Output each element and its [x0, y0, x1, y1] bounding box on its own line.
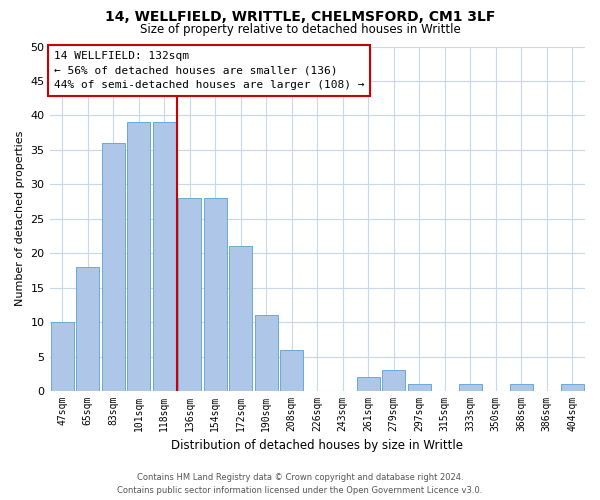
X-axis label: Distribution of detached houses by size in Writtle: Distribution of detached houses by size … [171, 440, 463, 452]
Bar [357, 378, 380, 391]
Bar [204, 198, 227, 391]
Bar [178, 198, 201, 391]
Bar [229, 246, 252, 391]
Y-axis label: Number of detached properties: Number of detached properties [15, 131, 25, 306]
Bar [255, 316, 278, 391]
Bar [382, 370, 405, 391]
Bar [51, 322, 74, 391]
Text: 14 WELLFIELD: 132sqm
← 56% of detached houses are smaller (136)
44% of semi-deta: 14 WELLFIELD: 132sqm ← 56% of detached h… [54, 50, 364, 90]
Text: Contains HM Land Registry data © Crown copyright and database right 2024.
Contai: Contains HM Land Registry data © Crown c… [118, 474, 482, 495]
Bar [408, 384, 431, 391]
Bar [102, 143, 125, 391]
Bar [459, 384, 482, 391]
Bar [510, 384, 533, 391]
Text: 14, WELLFIELD, WRITTLE, CHELMSFORD, CM1 3LF: 14, WELLFIELD, WRITTLE, CHELMSFORD, CM1 … [105, 10, 495, 24]
Bar [76, 267, 99, 391]
Bar [280, 350, 303, 391]
Text: Size of property relative to detached houses in Writtle: Size of property relative to detached ho… [140, 22, 460, 36]
Bar [127, 122, 150, 391]
Bar [561, 384, 584, 391]
Bar [153, 122, 176, 391]
